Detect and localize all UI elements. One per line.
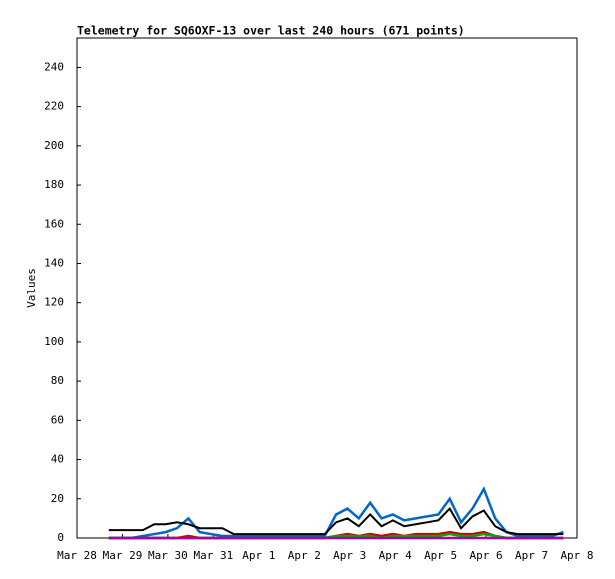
y-tick-label: 160 xyxy=(44,217,64,230)
x-tick-label: Mar 28 xyxy=(57,549,97,562)
plot-frame xyxy=(76,37,578,539)
x-tick-label: Apr 5 xyxy=(424,549,457,562)
x-tick-label: Apr 3 xyxy=(333,549,366,562)
x-tick-label: Apr 7 xyxy=(515,549,548,562)
x-tick-label: Apr 6 xyxy=(470,549,503,562)
y-tick-label: 0 xyxy=(57,531,64,544)
y-tick-label: 220 xyxy=(44,100,64,113)
y-tick-label: 240 xyxy=(44,60,64,73)
x-tick-label: Mar 29 xyxy=(103,549,143,562)
y-tick-label: 140 xyxy=(44,256,64,269)
y-tick-label: 80 xyxy=(51,374,64,387)
y-tick-label: 60 xyxy=(51,413,64,426)
data-line xyxy=(108,486,564,540)
x-tick-label: Apr 2 xyxy=(288,549,321,562)
y-tick-label: 20 xyxy=(51,492,64,505)
x-tick-label: Mar 31 xyxy=(193,549,233,562)
x-tick-label: Mar 30 xyxy=(148,549,188,562)
y-tick-label: 100 xyxy=(44,335,64,348)
y-tick-label: 200 xyxy=(44,139,64,152)
y-tick-label: 40 xyxy=(51,453,64,466)
x-tick-label: Apr 4 xyxy=(379,549,412,562)
y-axis-label: Values xyxy=(25,268,38,308)
data-line xyxy=(108,506,564,536)
y-tick-label: 120 xyxy=(44,296,64,309)
x-tick-label: Apr 8 xyxy=(560,549,593,562)
y-tick-label: 180 xyxy=(44,178,64,191)
x-tick-label: Apr 1 xyxy=(242,549,275,562)
chart-title: Telemetry for SQ6OXF-13 over last 240 ho… xyxy=(77,24,465,38)
